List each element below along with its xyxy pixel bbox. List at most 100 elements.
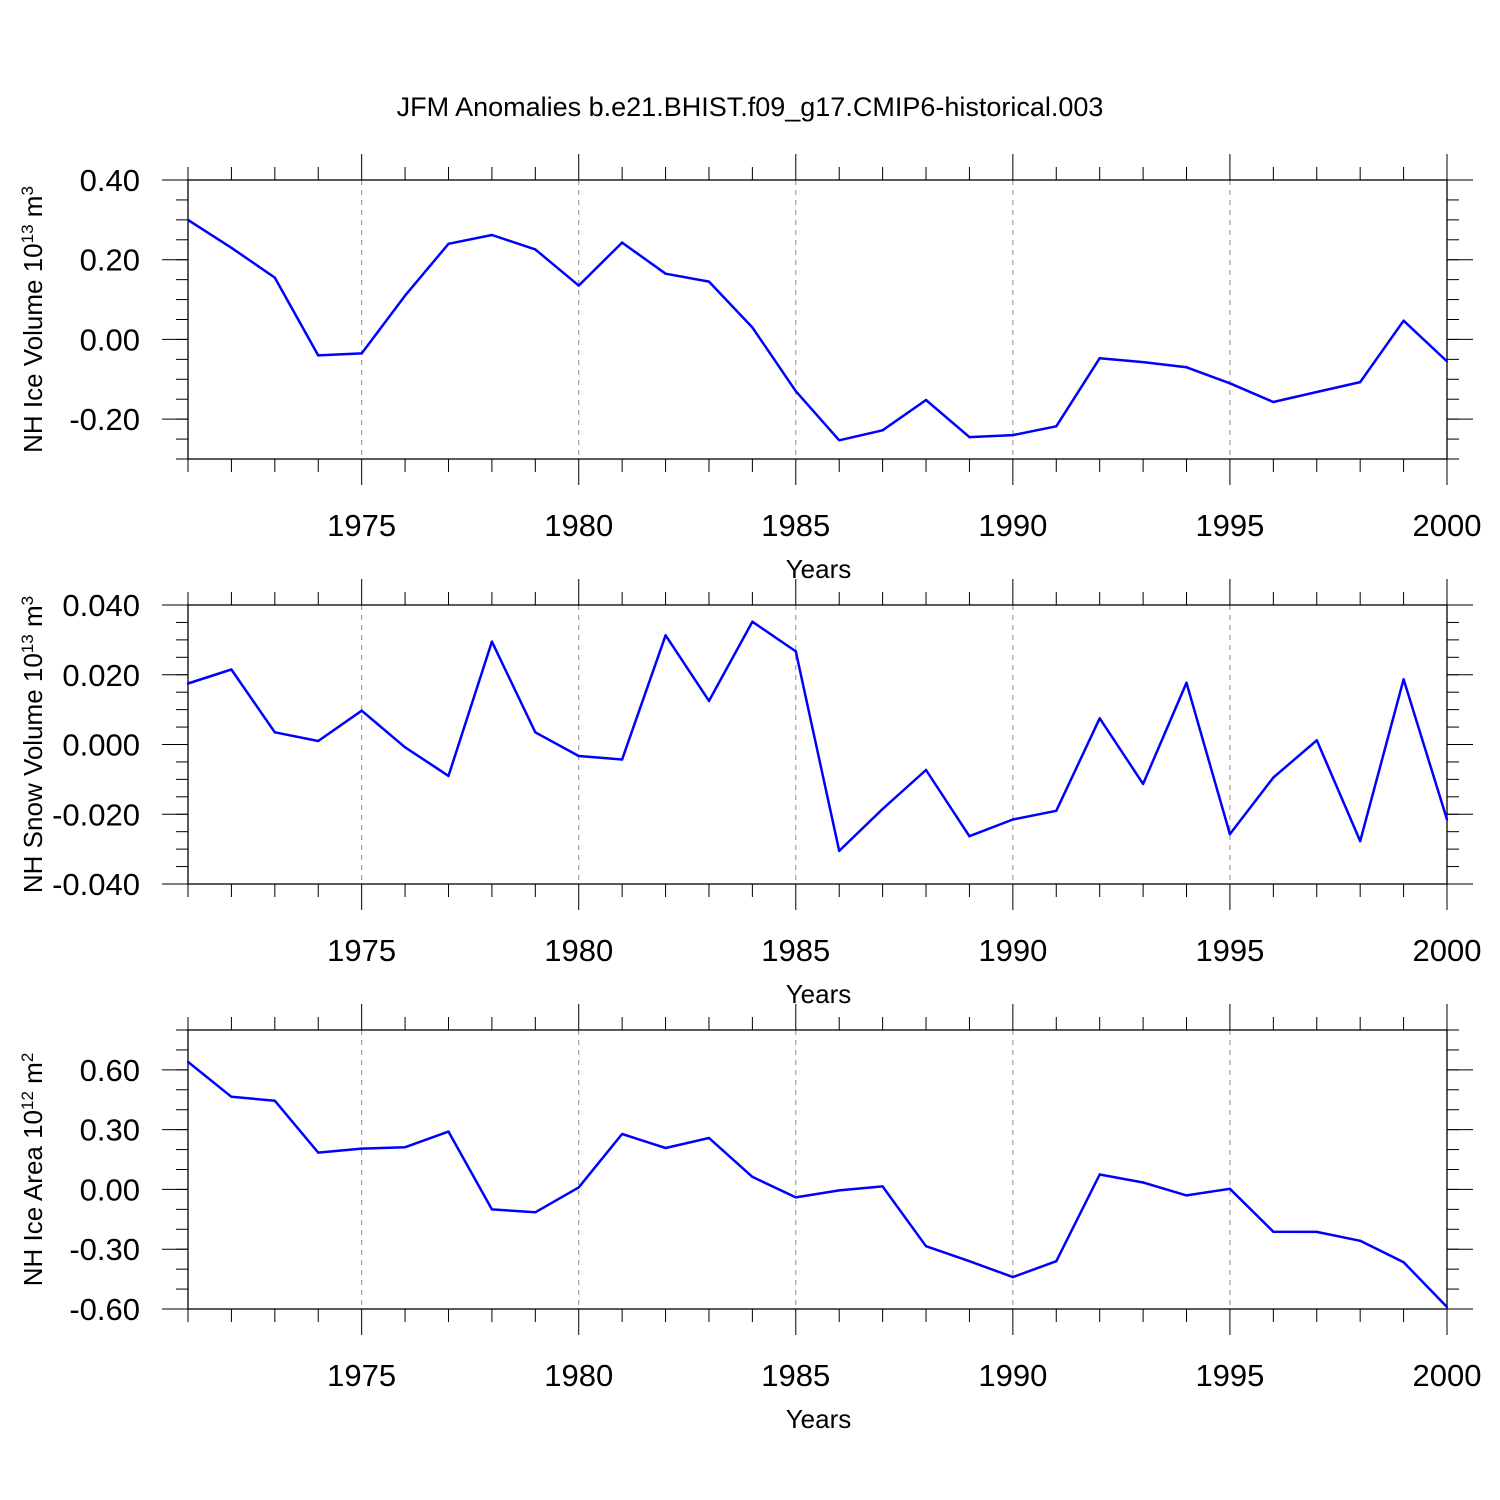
data-point: [186, 682, 190, 685]
data-point: [1055, 425, 1058, 428]
data-point: [924, 768, 928, 772]
data-point: [1011, 1275, 1015, 1279]
data-point: [1228, 1187, 1232, 1191]
data-point: [317, 739, 320, 743]
data-point: [1402, 1260, 1405, 1264]
data-point: [1315, 390, 1318, 394]
data-point: [1358, 839, 1362, 843]
y-tick-label: 0.040: [62, 588, 140, 623]
x-tick-label: 1985: [761, 508, 830, 543]
data-point: [707, 280, 711, 283]
data-point: [1358, 380, 1362, 384]
x-tick-label: 2000: [1413, 933, 1482, 968]
x-tick-label: 1975: [327, 508, 396, 543]
data-point: [577, 284, 580, 287]
x-tick-label: 1990: [978, 1358, 1047, 1393]
data-point: [1272, 1230, 1275, 1233]
data-point: [403, 1145, 407, 1149]
y-tick-label: -0.30: [69, 1232, 140, 1267]
data-point: [230, 668, 233, 671]
panel-2: 0.040 0.020 0.000 -0.020 -0.040 1975 1980 1985 1…: [18, 579, 1482, 1009]
panel-1: 0.40 0.20 0.00 -0.20 1975 1980 1985 1990 1995 200…: [18, 154, 1481, 584]
x-tick-label: 1980: [544, 933, 613, 968]
data-point: [1358, 1239, 1362, 1243]
data-point: [1141, 782, 1145, 786]
y-axis-label-text: m: [18, 605, 48, 634]
data-point: [620, 1132, 624, 1136]
data-point: [1315, 1230, 1318, 1234]
y-axis-label-text: NH Snow Volume 10: [18, 653, 48, 893]
data-point: [1272, 400, 1275, 404]
data-point: [186, 218, 190, 222]
series-line: [187, 620, 1449, 853]
data-point: [968, 1259, 971, 1263]
data-point: [360, 709, 363, 712]
data-point: [968, 435, 971, 439]
data-point: [881, 429, 884, 432]
y-axis-label: NH Ice Volume 1013 m3: [18, 186, 49, 453]
data-point: [751, 326, 754, 329]
y-tick-label: -0.040: [52, 867, 140, 902]
data-point: [1141, 360, 1145, 364]
data-point: [317, 354, 320, 357]
y-tick-label: 0.020: [62, 658, 140, 693]
y-axis-label-text: m: [18, 1062, 48, 1091]
data-point: [924, 398, 928, 402]
data-point: [794, 650, 797, 653]
x-tick-label: 1980: [544, 508, 613, 543]
data-point: [707, 699, 711, 703]
data-point: [664, 1146, 667, 1150]
data-point: [273, 1099, 277, 1102]
data-point: [490, 1208, 494, 1211]
data-point: [490, 640, 494, 643]
y-tick-label: 0.40: [80, 163, 140, 198]
y-axis-label-superscript: 12: [18, 1091, 37, 1110]
data-point: [360, 352, 363, 355]
y-axis-label-superscript: 3: [18, 186, 37, 195]
data-point: [490, 233, 494, 237]
data-point: [881, 1185, 884, 1188]
data-point: [577, 754, 580, 758]
data-point: [881, 807, 884, 811]
data-point: [1185, 366, 1188, 369]
data-point: [273, 276, 277, 279]
data-point: [273, 731, 277, 734]
data-point: [1445, 360, 1449, 363]
data-point: [1272, 776, 1275, 779]
data-point: [968, 835, 971, 838]
panel-3: 0.60 0.30 0.00 -0.30 -0.60 1975 1980 1985 1990 19…: [18, 1004, 1482, 1434]
y-axis-label: NH Ice Area 1012 m2: [18, 1053, 49, 1287]
x-tick-label: 1985: [761, 933, 830, 968]
data-point: [924, 1245, 928, 1248]
series-line: [187, 218, 1448, 442]
y-axis-label-text: NH Ice Volume 10: [18, 243, 48, 453]
data-point: [447, 774, 450, 778]
data-point: [534, 1211, 537, 1214]
x-tick-label: 2000: [1413, 1358, 1482, 1393]
y-tick-label: 0.30: [80, 1113, 140, 1148]
data-point: [1011, 433, 1015, 437]
data-point: [751, 1175, 754, 1179]
x-tick-label: 1995: [1195, 1358, 1264, 1393]
data-point: [620, 241, 624, 244]
data-point: [186, 1060, 190, 1064]
y-axis-label-superscript: 3: [18, 596, 37, 605]
data-point: [620, 758, 624, 761]
data-point: [534, 248, 537, 251]
data-point: [838, 849, 841, 853]
data-point: [751, 620, 754, 623]
data-point: [707, 1136, 711, 1140]
data-point: [577, 1186, 580, 1189]
y-axis-label-superscript: 2: [18, 1053, 37, 1062]
data-point: [1185, 1194, 1188, 1197]
x-tick-label: 1990: [978, 508, 1047, 543]
data-point: [664, 272, 667, 275]
data-point: [1445, 1305, 1449, 1309]
y-axis-label-superscript: 13: [18, 224, 37, 243]
data-point: [317, 1151, 320, 1154]
data-point: [1098, 1173, 1101, 1176]
series-line: [187, 1060, 1448, 1308]
x-axis-label: Years: [786, 979, 852, 1009]
